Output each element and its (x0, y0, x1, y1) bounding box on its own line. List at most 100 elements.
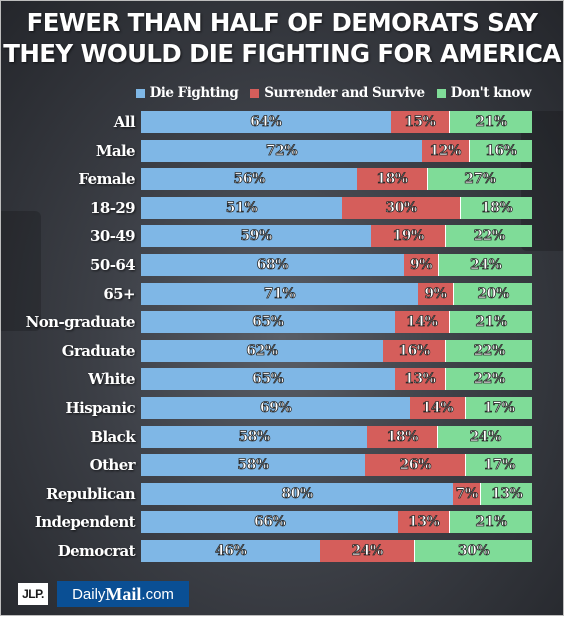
data-label: 18% (386, 428, 419, 445)
bar-segment: 26% (364, 454, 466, 477)
bar-segment: 65% (141, 368, 395, 391)
bar-segment: 58% (141, 425, 368, 448)
data-label: 65% (252, 314, 285, 331)
legend-label: Die Fighting (149, 85, 239, 101)
data-label: 13% (404, 371, 437, 388)
bar-segment: 21% (449, 511, 532, 534)
legend-item: Surrender and Survive (250, 85, 425, 101)
jlp-logo: JLP. (18, 583, 48, 605)
data-label: 71% (263, 285, 296, 302)
data-label: 7% (455, 485, 478, 502)
bar-segment: 18% (357, 168, 427, 191)
bar-segment: 13% (480, 482, 532, 505)
bar-segment: 19% (371, 225, 446, 248)
bar-segment: 68% (141, 254, 404, 276)
title-line-2: THEY WOULD DIE FIGHTING FOR AMERICA (3, 39, 561, 68)
data-label: 14% (421, 400, 454, 417)
bar-segment: 13% (394, 368, 446, 391)
bar-segment: 14% (394, 311, 450, 334)
bar-segment: 46% (141, 540, 321, 562)
category-label: Graduate (61, 341, 136, 360)
category-label: All (113, 113, 136, 131)
data-label: 80% (281, 485, 314, 502)
bar-segment: 72% (141, 139, 422, 162)
legend-swatch (436, 88, 446, 98)
category-label: Black (90, 427, 135, 446)
data-label: 15% (404, 114, 437, 131)
bar-segment: 71% (141, 282, 418, 305)
data-label: 12% (429, 142, 462, 159)
category-label: Democrat (57, 542, 136, 560)
data-label: 58% (238, 428, 271, 445)
bar-segment: 62% (141, 339, 383, 362)
data-label: 18% (376, 171, 409, 188)
category-label: Female (78, 170, 135, 189)
data-label: 68% (256, 257, 289, 274)
category-label: 30-49 (90, 227, 136, 246)
chart-title: FEWER THAN HALF OF DEMORATS SAY THEY WOU… (1, 7, 563, 69)
legend-item: Don't know (436, 85, 532, 101)
bar-segment: 16% (468, 139, 532, 162)
bar-segment: 24% (320, 540, 414, 562)
category-label: Other (89, 456, 136, 475)
data-label: 18% (480, 199, 513, 216)
bar-segment: 14% (410, 397, 465, 419)
bar-segment: 66% (141, 511, 399, 534)
data-label: 17% (483, 400, 516, 417)
data-label: 58% (237, 457, 270, 474)
data-label: 72% (265, 142, 298, 159)
brand-prefix: Daily (72, 585, 106, 603)
bar-segment: 59% (141, 225, 372, 248)
bar-segment: 15% (390, 111, 450, 133)
data-label: 22% (473, 228, 506, 245)
bar-segment: 21% (449, 111, 532, 133)
legend-swatch (135, 88, 145, 98)
brand-suffix: .com (141, 585, 174, 603)
bar-segment: 22% (445, 368, 532, 391)
data-label: 56% (233, 171, 266, 188)
data-label: 16% (485, 142, 518, 159)
category-label: Republican (45, 484, 136, 503)
data-label: 13% (408, 514, 441, 531)
category-label: 50-64 (90, 256, 136, 274)
dailymail-logo: Daily Mail .com (57, 581, 189, 607)
category-label: Independent (34, 513, 136, 532)
bar-segment: 18% (460, 196, 532, 219)
category-label: 18-29 (90, 198, 136, 217)
data-label: 9% (409, 257, 433, 274)
data-label: 27% (464, 171, 497, 188)
data-label: 46% (215, 543, 248, 560)
bar-segment: 24% (437, 425, 532, 448)
category-label: Hispanic (65, 399, 136, 417)
data-label: 19% (392, 228, 425, 245)
data-label: 14% (406, 314, 439, 331)
legend-swatch (250, 88, 260, 98)
legend-label: Surrender and Survive (264, 85, 425, 101)
data-label: 24% (351, 543, 384, 560)
data-label: 51% (225, 199, 258, 216)
data-label: 21% (475, 114, 508, 131)
data-label: 24% (470, 257, 503, 274)
data-label: 21% (475, 514, 508, 531)
data-label: 64% (250, 114, 283, 131)
bar-segment: 22% (445, 225, 532, 248)
bar-segment: 16% (382, 339, 446, 362)
title-line-1: FEWER THAN HALF OF DEMORATS SAY (26, 8, 538, 37)
background-shape (1, 211, 41, 331)
category-label: Non-graduate (25, 313, 136, 332)
category-label: 65+ (103, 284, 135, 303)
bar-segment: 13% (398, 511, 450, 534)
bar-segment: 22% (445, 339, 532, 362)
bar-segment: 30% (341, 196, 461, 219)
bar-segment: 65% (141, 311, 395, 334)
data-label: 22% (473, 371, 506, 388)
data-label: 13% (490, 485, 524, 502)
bar-segment: 9% (403, 254, 439, 276)
bar-segment: 58% (141, 454, 365, 477)
data-label: 22% (473, 342, 506, 359)
data-label: 26% (399, 457, 432, 474)
data-label: 62% (246, 342, 279, 359)
bar-segment: 17% (465, 454, 532, 477)
bar-segment: 69% (141, 397, 411, 419)
